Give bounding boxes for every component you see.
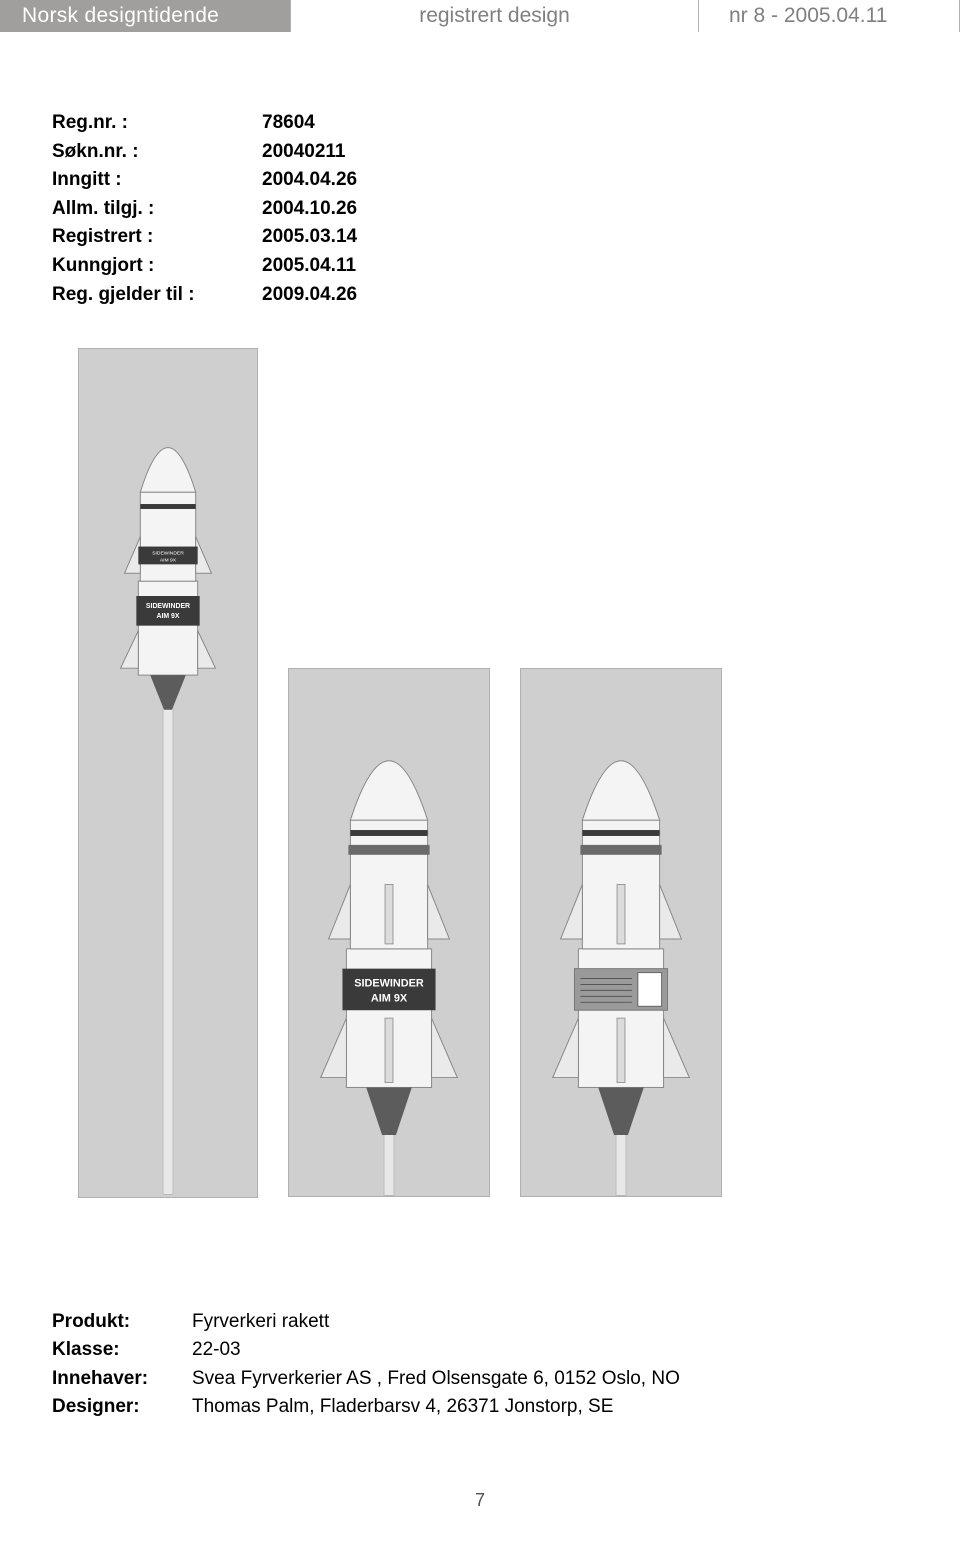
- label-gjelder: Reg. gjelder til :: [52, 282, 262, 309]
- rocket-figure-3: [521, 669, 721, 1197]
- label-inngitt: Inngitt :: [52, 167, 262, 194]
- label-kunngjort: Kunngjort :: [52, 253, 262, 280]
- value-produkt: Fyrverkeri rakett: [192, 1309, 680, 1336]
- svg-text:AIM 9X: AIM 9X: [156, 613, 179, 620]
- label-innehaver: Innehaver:: [52, 1366, 192, 1393]
- value-kunngjort: 2005.04.11: [262, 253, 920, 280]
- design-image-2: SIDEWINDER AIM 9X: [288, 668, 490, 1197]
- header-title-center: registrert design: [291, 0, 698, 32]
- label-produkt: Produkt:: [52, 1309, 192, 1336]
- header-title-right: nr 8 - 2005.04.11: [699, 0, 959, 32]
- rocket-figure-1: SIDEWINDER AIM 9X SIDEWINDER AIM 9X: [79, 349, 257, 1198]
- design-image-3: [520, 668, 722, 1197]
- value-gjelder: 2009.04.26: [262, 282, 920, 309]
- value-soknnr: 20040211: [262, 139, 920, 166]
- label-registrert: Registrert :: [52, 224, 262, 251]
- label-allm: Allm. tilgj. :: [52, 196, 262, 223]
- rocket-figure-2: SIDEWINDER AIM 9X: [289, 669, 489, 1197]
- page-header: Norsk designtidende registrert design nr…: [0, 0, 960, 32]
- label-klasse: Klasse:: [52, 1337, 192, 1364]
- svg-text:SIDEWINDER: SIDEWINDER: [152, 551, 184, 557]
- value-regnr: 78604: [262, 110, 920, 137]
- label-designer: Designer:: [52, 1394, 192, 1421]
- value-innehaver: Svea Fyrverkerier AS , Fred Olsensgate 6…: [192, 1366, 680, 1393]
- page-number: 7: [475, 1490, 485, 1511]
- value-designer: Thomas Palm, Fladerbarsv 4, 26371 Jonsto…: [192, 1394, 680, 1421]
- value-allm: 2004.10.26: [262, 196, 920, 223]
- svg-text:AIM 9X: AIM 9X: [371, 992, 408, 1004]
- svg-text:SIDEWINDER: SIDEWINDER: [146, 603, 190, 610]
- header-title-left: Norsk designtidende: [0, 0, 290, 32]
- value-inngitt: 2004.04.26: [262, 167, 920, 194]
- value-klasse: 22-03: [192, 1337, 680, 1364]
- label-soknnr: Søkn.nr. :: [52, 139, 262, 166]
- label-regnr: Reg.nr. :: [52, 110, 262, 137]
- design-images-row: SIDEWINDER AIM 9X SIDEWINDER AIM 9X: [52, 348, 920, 1198]
- value-registrert: 2005.03.14: [262, 224, 920, 251]
- registration-meta: Reg.nr. : 78604 Søkn.nr. : 20040211 Inng…: [52, 110, 920, 308]
- product-meta: Produkt: Fyrverkeri rakett Klasse: 22-03…: [52, 1309, 680, 1421]
- design-image-1: SIDEWINDER AIM 9X SIDEWINDER AIM 9X: [78, 348, 258, 1198]
- svg-text:SIDEWINDER: SIDEWINDER: [354, 978, 424, 990]
- svg-text:AIM 9X: AIM 9X: [160, 558, 177, 564]
